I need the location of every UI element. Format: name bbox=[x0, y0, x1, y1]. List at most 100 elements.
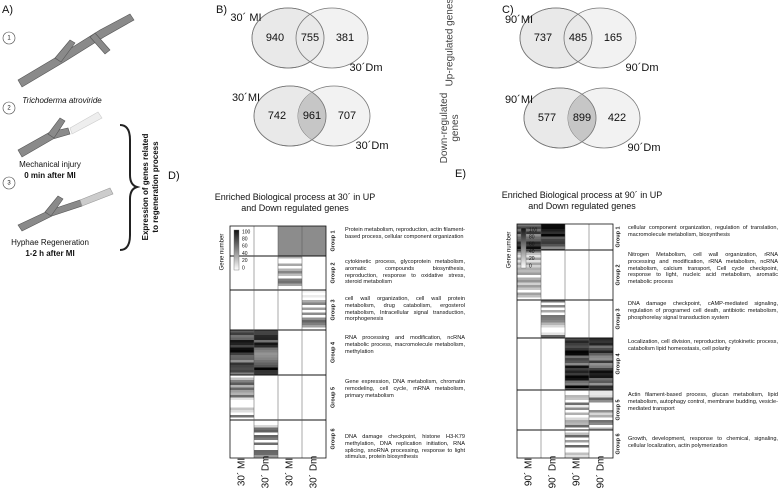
heatmap-stripe bbox=[278, 253, 302, 256]
step-number: 2 bbox=[7, 106, 11, 112]
heatmap-stripe bbox=[589, 410, 613, 413]
heatmap-stripe bbox=[517, 246, 541, 249]
heatmap-stripe bbox=[302, 248, 326, 251]
venn-count: 422 bbox=[608, 112, 626, 124]
venn-count: 707 bbox=[338, 110, 356, 122]
heatmap-stripe bbox=[589, 412, 613, 415]
venn-circle bbox=[295, 7, 369, 69]
colorbar-tick: 20 bbox=[242, 258, 248, 264]
heatmap-stripe bbox=[230, 342, 254, 345]
stage-time: 1-2 h after MI bbox=[25, 249, 74, 258]
panel-label: C) bbox=[502, 4, 514, 16]
heatmap-stripe bbox=[254, 355, 278, 358]
heatmap-stripe bbox=[254, 430, 278, 433]
heatmap-stripe bbox=[565, 435, 589, 438]
heatmap-stripe bbox=[541, 325, 565, 328]
heatmap-stripe bbox=[565, 338, 589, 341]
heatmap-stripe bbox=[589, 390, 613, 393]
group-description: DNA damage checkpoint, cAMP-mediated sig… bbox=[628, 301, 778, 321]
colorbar bbox=[233, 229, 240, 271]
heatmap-stripe bbox=[541, 332, 565, 335]
heatmap-stripe bbox=[278, 228, 302, 231]
heatmap-stripe bbox=[565, 432, 589, 435]
heatmap-stripe bbox=[565, 415, 589, 418]
heatmap-stripe bbox=[565, 420, 589, 423]
heatmap-stripe bbox=[254, 437, 278, 440]
heatmap-stripe bbox=[589, 405, 613, 408]
heatmap-stripe bbox=[230, 380, 254, 383]
heatmap-stripe bbox=[565, 427, 589, 430]
heatmap-stripe bbox=[302, 325, 326, 328]
heatmap-stripe bbox=[278, 258, 302, 261]
group-label: Group 1 bbox=[330, 230, 336, 251]
heatmap-stripe bbox=[254, 332, 278, 335]
heatmap-stripe bbox=[589, 402, 613, 405]
heatmap-stripe bbox=[278, 246, 302, 249]
heatmap-stripe bbox=[254, 352, 278, 355]
heatmap-stripe bbox=[589, 345, 613, 348]
colorbar-tick: 60 bbox=[529, 242, 535, 248]
heatmap-stripe bbox=[565, 455, 589, 458]
heatmap-stripe bbox=[517, 285, 541, 288]
heatmap-stripe bbox=[254, 427, 278, 430]
heatmap-stripe bbox=[565, 452, 589, 455]
heatmap-stripe bbox=[278, 273, 302, 276]
heatmap-stripe bbox=[589, 338, 613, 341]
heatmap-stripe bbox=[589, 395, 613, 398]
heatmap-stripe bbox=[589, 427, 613, 430]
heatmap-stripe bbox=[541, 312, 565, 315]
heatmap-stripe bbox=[517, 252, 541, 255]
heatmap-stripe bbox=[517, 260, 541, 263]
heatmap-stripe bbox=[589, 385, 613, 388]
heatmap-stripe bbox=[517, 275, 541, 278]
heatmap-stripe bbox=[541, 244, 565, 247]
heatmap-stripe bbox=[278, 263, 302, 266]
heatmap-stripe bbox=[517, 270, 541, 273]
heatmap-stripe bbox=[254, 455, 278, 458]
heatmap-stripe bbox=[278, 256, 302, 259]
heatmap-frame bbox=[516, 223, 614, 459]
group-label: Group 4 bbox=[330, 341, 336, 363]
heatmap-stripe bbox=[565, 405, 589, 408]
heatmap-stripe bbox=[254, 335, 278, 338]
column-label: 90´ MI bbox=[571, 458, 583, 486]
venn-count: 899 bbox=[573, 112, 591, 124]
heatmap-stripe bbox=[541, 305, 565, 308]
heatmap-stripe bbox=[302, 307, 326, 310]
heatmap-stripe bbox=[302, 238, 326, 241]
heatmap-stripe bbox=[565, 383, 589, 386]
heatmap-stripe bbox=[541, 317, 565, 320]
heatmap-stripe bbox=[565, 445, 589, 448]
heatmap-stripe bbox=[278, 288, 302, 290]
heatmap-stripe bbox=[589, 360, 613, 363]
heatmap-stripe bbox=[589, 422, 613, 425]
heatmap-stripe bbox=[517, 297, 541, 300]
venn-set-label: 30´MI bbox=[232, 92, 260, 104]
heatmap-stripe bbox=[254, 345, 278, 348]
heatmap-stripe bbox=[517, 287, 541, 290]
heatmap-stripe bbox=[541, 236, 565, 239]
heatmap-stripe bbox=[541, 246, 565, 249]
heatmap-stripe bbox=[565, 442, 589, 445]
heatmap-stripe bbox=[230, 387, 254, 390]
heatmap-stripe bbox=[565, 397, 589, 400]
step-number: 1 bbox=[7, 36, 11, 42]
colorbar-tick: 20 bbox=[529, 256, 535, 262]
heatmap-stripe bbox=[278, 268, 302, 271]
colorbar-tick: 80 bbox=[529, 235, 535, 241]
group-description: Nitrogen Metabolism, cell wall organizat… bbox=[628, 252, 778, 286]
heatmap-stripe bbox=[589, 373, 613, 376]
heatmap-stripe bbox=[589, 343, 613, 346]
heatmap-stripe bbox=[517, 236, 541, 239]
heatmap-stripe bbox=[565, 407, 589, 410]
venn-count: 577 bbox=[538, 112, 556, 124]
heatmap-stripe bbox=[517, 272, 541, 275]
heatmap-stripe bbox=[254, 330, 278, 333]
heatmap-stripe bbox=[302, 310, 326, 313]
heatmap-stripe bbox=[517, 290, 541, 293]
venn-overlap bbox=[568, 88, 596, 148]
colorbar-tick: 0 bbox=[529, 263, 532, 269]
heatmap-stripe bbox=[541, 315, 565, 318]
